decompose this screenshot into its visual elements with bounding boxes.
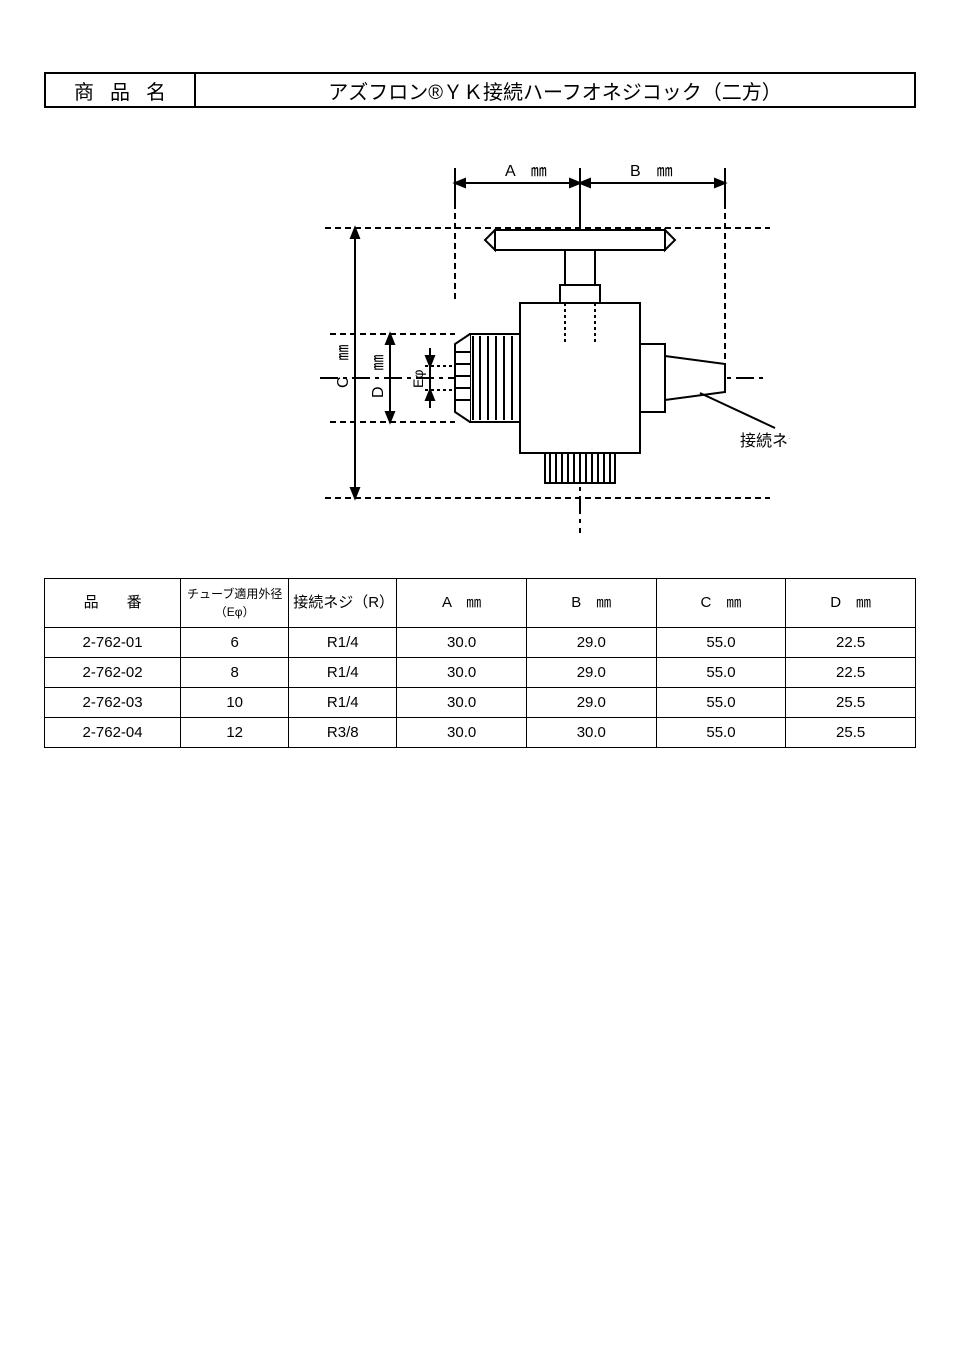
cell: 30.0 [397,628,527,658]
col-e: チューブ適用外径（Eφ） [187,587,282,619]
table-header-row: 品番 チューブ適用外径（Eφ） 接続ネジ（R） A ㎜ B ㎜ C ㎜ D ㎜ [45,579,916,628]
cell: R1/4 [289,658,397,688]
cell: 2-762-02 [45,658,181,688]
cell: R1/4 [289,688,397,718]
col-C: C ㎜ [701,594,742,611]
cell: 30.0 [526,718,656,748]
col-D: D ㎜ [830,594,871,611]
thread-label: 接続ネジＲ [740,432,790,450]
table-row: 2-762-04 12 R3/8 30.0 30.0 55.0 25.5 [45,718,916,748]
cell: 55.0 [656,628,786,658]
title-bar: 商品名 アズフロン®ＹＫ接続ハーフオネジコック（二方） [44,72,916,108]
table-row: 2-762-01 6 R1/4 30.0 29.0 55.0 22.5 [45,628,916,658]
cell: R1/4 [289,628,397,658]
col-ban: 品番 [56,594,170,611]
cell: 2-762-03 [45,688,181,718]
dim-A-label: A ㎜ [505,163,547,180]
col-A: A ㎜ [442,594,481,611]
cell: 6 [181,628,289,658]
cell: 2-762-01 [45,628,181,658]
cell: 25.5 [786,688,916,718]
cell: 55.0 [656,688,786,718]
cell: 8 [181,658,289,688]
table-row: 2-762-03 10 R1/4 30.0 29.0 55.0 25.5 [45,688,916,718]
cell: 29.0 [526,658,656,688]
table-row: 2-762-02 8 R1/4 30.0 29.0 55.0 22.5 [45,658,916,688]
cell: 30.0 [397,688,527,718]
dim-D-label: D ㎜ [370,354,387,398]
cell: 2-762-04 [45,718,181,748]
dim-C-label: C ㎜ [335,344,352,388]
cell: 55.0 [656,658,786,688]
product-drawing: A ㎜ B ㎜ [170,148,790,548]
cell: 30.0 [397,658,527,688]
col-r: 接続ネジ（R） [293,594,394,611]
col-B: B ㎜ [571,594,611,611]
title-label: 商品名 [46,74,196,106]
cell: 12 [181,718,289,748]
cell: R3/8 [289,718,397,748]
diagram: A ㎜ B ㎜ [44,148,916,548]
cell: 22.5 [786,628,916,658]
cell: 10 [181,688,289,718]
cell: 29.0 [526,628,656,658]
cell: 55.0 [656,718,786,748]
cell: 25.5 [786,718,916,748]
title-text: アズフロン®ＹＫ接続ハーフオネジコック（二方） [196,74,914,106]
dim-B-label: B ㎜ [630,163,673,180]
cell: 29.0 [526,688,656,718]
cell: 22.5 [786,658,916,688]
spec-table: 品番 チューブ適用外径（Eφ） 接続ネジ（R） A ㎜ B ㎜ C ㎜ D ㎜ … [44,578,916,748]
dim-E-label: Eφ [410,370,426,388]
cell: 30.0 [397,718,527,748]
